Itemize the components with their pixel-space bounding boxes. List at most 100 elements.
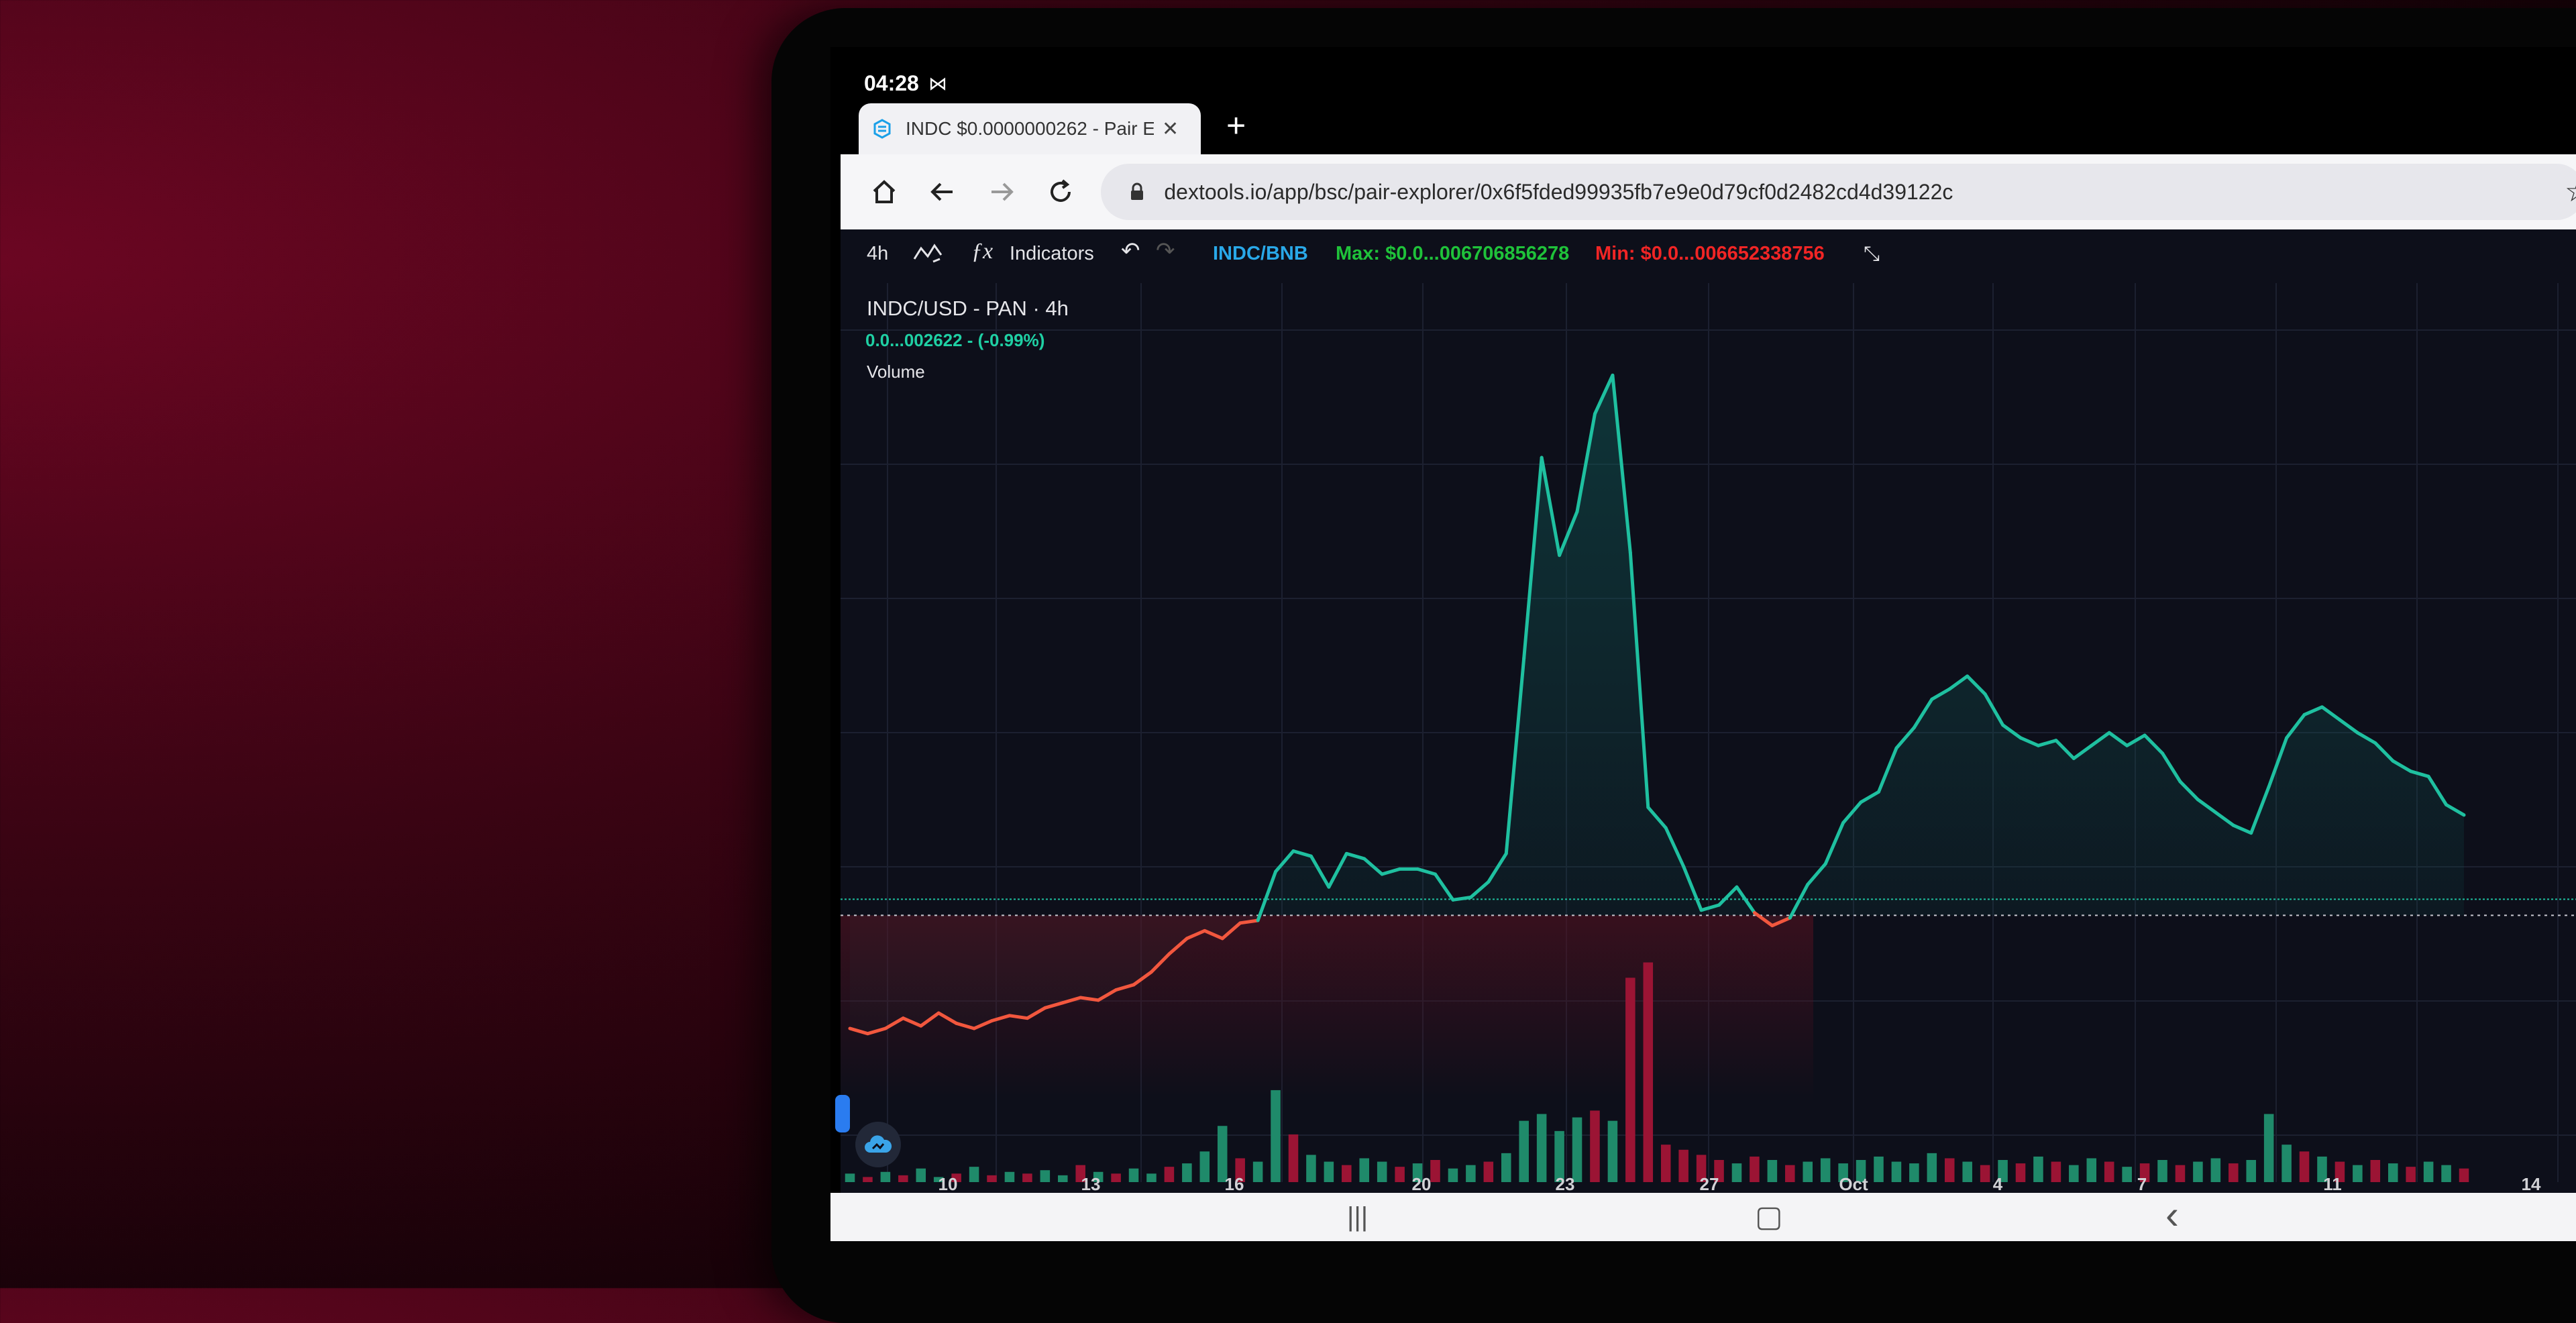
price-segment [1894,726,1916,750]
volume-bar [2317,1156,2327,1182]
volume-bar [1075,1165,1085,1182]
volume-bar [2175,1165,2186,1182]
close-icon[interactable]: ✕ [1162,117,1179,140]
price-segment [1770,916,1792,928]
recent-apps-button[interactable]: ||| [1347,1202,1368,1232]
volume-bar [1536,1114,1547,1182]
price-segment [2373,741,2395,763]
address-bar[interactable]: dextools.io/app/bsc/pair-explorer/0x6f5f… [1101,164,2576,220]
volume-bar [1767,1160,1778,1182]
price-segment [2391,759,2413,774]
price-segment [1487,851,1508,884]
price-segment [1611,373,1632,555]
volume-bar [2229,1163,2239,1182]
fx-icon: ƒx [971,239,994,264]
new-tab-button[interactable]: + [1226,107,1246,144]
indicators-button[interactable]: Indicators [1010,243,1094,264]
interval-button[interactable]: 4h [867,243,889,264]
price-segment [1327,851,1348,889]
volume-bar [1572,1117,1582,1182]
status-time: 04:28 [864,71,919,95]
star-icon[interactable]: ☆ [2565,174,2576,209]
volume-bar [1342,1165,1352,1182]
chart-style-icon[interactable] [913,240,947,264]
price-segment [1717,885,1739,907]
price-chart: 10 13 16 20 23 27 Oct 4 7 11 14 [841,283,2576,1193]
collapse-icon[interactable]: ⤡ [1864,243,1880,265]
home-button[interactable]: ▢ [1755,1200,1783,1233]
volume-bar [845,1173,855,1182]
price-segment [1912,697,1934,729]
volume-bar [1944,1158,1955,1182]
price-segment [2125,733,2147,747]
price-segment [1646,805,1668,830]
forward-icon[interactable] [985,175,1018,209]
price-segment [2267,736,2289,789]
url-text: dextools.io/app/bsc/pair-explorer/0x6f5f… [1164,179,1953,204]
tablet-screen: 04:28 ⋈ INDC $0.0000000262 - Pair E ✕ + … [830,47,2576,1241]
volume-bar [1288,1134,1299,1182]
x-tick-label: 10 [938,1174,958,1193]
price-segment [1309,854,1331,889]
volume-bar [2406,1167,2416,1182]
volume-bar [2353,1165,2363,1182]
area-above [850,375,2464,1034]
volume-bar [1803,1161,1813,1182]
volume-bar [1590,1110,1600,1182]
volume-bar [1660,1145,1671,1182]
volume-bar [1128,1168,1139,1182]
volume-bar [1466,1165,1476,1182]
chart-panel: 10 13 16 20 23 27 Oct 4 7 11 14 4h ƒx Indicators ↶… [835,229,2576,1193]
home-icon[interactable] [867,175,901,209]
price-segment [2249,785,2271,835]
volume-bar [933,1177,944,1182]
volume-bar [2033,1156,2043,1182]
reload-icon[interactable] [1044,175,1077,209]
cloud-icon[interactable] [855,1122,901,1167]
redo-icon[interactable]: ↷ [1156,238,1175,264]
x-tick-label: 4 [1993,1174,2003,1193]
undo-icon[interactable]: ↶ [1121,238,1140,264]
volume-bar [2387,1163,2398,1182]
volume-bar [1199,1151,1210,1182]
volume-bar [1696,1155,1707,1182]
volume-bar [1235,1158,1245,1182]
volume-bar [916,1168,926,1182]
price-segment [972,1019,994,1030]
price-segment [1434,872,1455,902]
x-tick-label: 11 [2323,1174,2342,1193]
volume-bar [2157,1160,2167,1182]
browser-tab[interactable]: INDC $0.0000000262 - Pair E ✕ [859,103,1201,154]
volume-bar [1412,1163,1423,1182]
price-segment [1203,929,1224,941]
volume-bar [2139,1163,2150,1182]
volume-bar [1820,1158,1831,1182]
volume-bar [2246,1160,2256,1182]
price-segment [901,1016,923,1028]
x-tick-label: 23 [1556,1174,1575,1193]
volume-bar [2441,1165,2451,1182]
side-panel-handle[interactable] [835,1095,850,1132]
volume-bar [969,1167,979,1182]
price-segment [919,1011,941,1028]
price-segment [1593,373,1615,416]
price-segment [1238,918,1260,925]
dextools-favicon-icon [873,119,891,139]
back-icon[interactable] [926,175,960,209]
volume-bar [1998,1160,2008,1182]
price-segment [936,1011,959,1025]
price-segment [1114,983,1136,992]
volume-bar [1554,1130,1564,1182]
price-segment [1380,867,1402,876]
volume-bar [2086,1158,2097,1182]
price-segment [1788,882,1810,920]
price-segment [1220,921,1242,941]
mail-icon: ⋈ [928,73,947,94]
lock-icon [1131,182,1144,200]
volume-bar [1501,1153,1511,1182]
price-segment [2409,770,2430,778]
back-button[interactable]: ‹ [2165,1192,2179,1237]
browser-toolbar: dextools.io/app/bsc/pair-explorer/0x6f5f… [841,154,2576,229]
volume-bar [1483,1161,1494,1182]
price-segment [1415,867,1438,876]
